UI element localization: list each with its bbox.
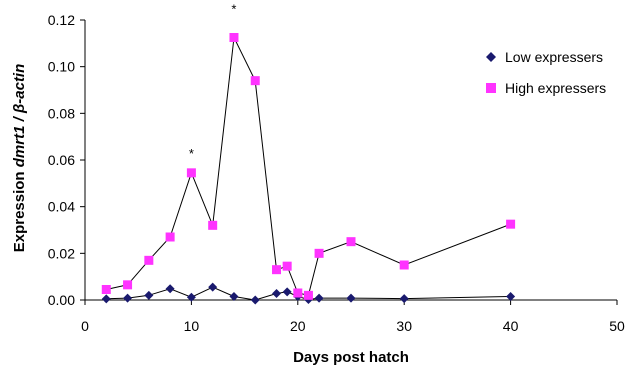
legend-label-low: Low expressers — [505, 49, 603, 65]
data-point-high — [272, 265, 282, 275]
data-point-low — [144, 290, 154, 300]
y-tick-label: 0.04 — [48, 199, 75, 215]
significance-asterisk: * — [231, 2, 236, 17]
data-point-low — [282, 287, 292, 297]
data-point-low — [250, 295, 260, 305]
data-point-high — [250, 76, 260, 86]
data-point-low — [314, 293, 324, 303]
x-ticks: 0 10 20 30 40 50 — [81, 300, 625, 334]
data-point-low — [346, 293, 356, 303]
data-point-high — [123, 280, 133, 290]
legend-label-high: High expressers — [505, 80, 606, 96]
y-axis-title-reference: β-actin — [11, 64, 28, 114]
y-axis-title-gene: dmrt1 — [11, 126, 28, 168]
data-point-low — [165, 284, 175, 294]
series-layer — [101, 33, 516, 305]
x-tick-label: 40 — [503, 318, 519, 334]
data-point-high — [208, 220, 218, 230]
data-point-high — [399, 260, 409, 270]
legend-marker-square-icon — [486, 83, 496, 93]
legend-item-low: Low expressers — [486, 49, 603, 65]
data-point-low — [101, 294, 111, 304]
series-line-high — [106, 35, 511, 296]
data-point-high — [506, 219, 516, 229]
data-point-low — [272, 288, 282, 298]
x-tick-label: 30 — [396, 318, 412, 334]
data-point-high — [303, 290, 313, 300]
y-axis-title: Expression dmrt1 / β-actin — [11, 64, 28, 253]
y-tick-label: 0.08 — [48, 105, 75, 121]
data-point-low — [208, 282, 218, 292]
y-ticks: 0.00 0.02 0.04 0.06 0.08 0.10 0.12 — [48, 12, 85, 308]
y-tick-label: 0.12 — [48, 12, 75, 28]
x-axis-title: Days post hatch — [293, 349, 409, 366]
series-line-low — [106, 286, 511, 301]
data-point-low — [229, 292, 239, 301]
x-tick-label: 50 — [609, 318, 625, 334]
data-point-low — [186, 292, 196, 302]
data-point-high — [314, 248, 324, 258]
significance-asterisk: * — [189, 146, 194, 161]
x-tick-label: 10 — [184, 318, 200, 334]
y-tick-label: 0.02 — [48, 245, 75, 261]
data-point-low — [399, 294, 409, 304]
data-point-low — [506, 292, 516, 301]
data-point-high — [165, 232, 175, 242]
legend-item-high: High expressers — [486, 80, 606, 96]
data-point-low — [123, 293, 133, 303]
data-point-high — [144, 255, 154, 265]
annotations-layer: ** — [189, 2, 237, 162]
data-point-high — [186, 168, 196, 178]
data-point-high — [293, 288, 303, 298]
data-point-high — [229, 33, 239, 42]
y-axis-title-slash: / — [11, 113, 28, 126]
legend-marker-diamond-icon — [486, 52, 496, 62]
legend: Low expressers High expressers — [486, 49, 606, 96]
data-point-high — [282, 261, 292, 271]
x-tick-label: 20 — [290, 318, 306, 334]
data-point-high — [346, 237, 356, 247]
data-point-high — [101, 285, 111, 294]
y-axis-title-word: Expression — [11, 167, 28, 252]
x-tick-label: 0 — [81, 318, 89, 334]
y-tick-label: 0.10 — [48, 59, 75, 75]
y-tick-label: 0.06 — [48, 152, 75, 168]
y-tick-label: 0.00 — [48, 292, 75, 308]
